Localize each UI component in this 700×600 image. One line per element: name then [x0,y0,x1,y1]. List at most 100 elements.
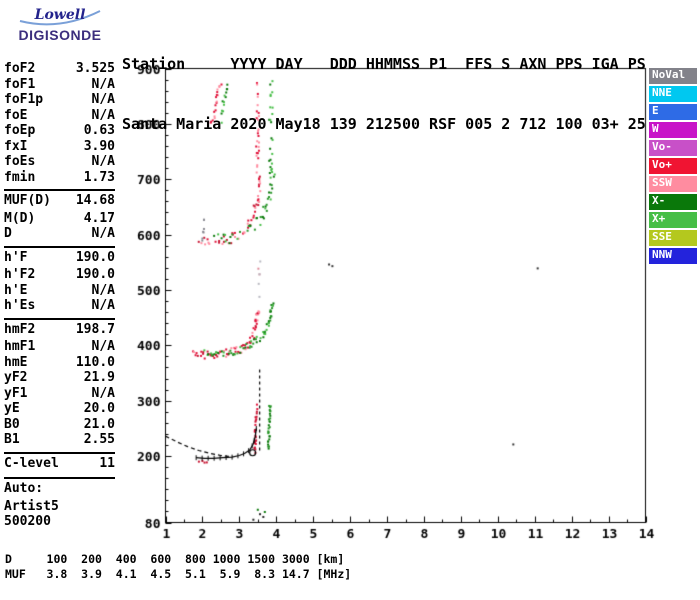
parameter-label: yE [4,401,20,416]
legend-item-label: SSE [652,229,672,243]
parameter-label: hmE [4,354,28,370]
parameter-value: 14.68 [75,193,115,208]
parameter-row: 500200 [4,514,115,530]
dmuf-row: D 100 200 400 600 800 1000 1500 3000 [km… [5,552,345,566]
parameter-label: yF2 [4,370,28,385]
parameter-value: 3.525 [75,61,115,76]
parameter-value: 190.0 [75,267,115,282]
parameter-label: Artist5 [4,498,59,514]
parameter-value: N/A [91,339,115,354]
legend-item: SSW [649,175,697,193]
header-station-info: Station YYYY DAY DDD HHMMSS P1 FFS S AXN… [122,14,646,174]
parameter-value: 2.55 [83,432,115,447]
dmuf-row: MUF 3.8 3.9 4.1 4.5 5.1 5.9 8.3 14.7 [MH… [5,567,352,581]
lowell-logo: Lowell DIGISONDE [8,5,112,51]
parameter-value: 198.7 [75,321,115,337]
parameter-row: foEp 0.63 [4,123,115,139]
footer-text: SMK29_2020139212500.RSF / 520fx51Ch 25 k… [29,598,691,600]
legend-item: NNW [649,247,697,265]
parameter-value: N/A [91,107,115,123]
parameter-value: N/A [91,92,115,107]
direction-legend: NoVal NNE E W Vo- Vo+ SSW [649,68,697,266]
parameter-label: foEs [4,154,36,169]
parameter-value: 21.9 [83,370,115,385]
header-line-2: Santa Maria 2020 May18 139 212500 RSF 00… [122,115,646,133]
parameter-row: Auto: [4,477,115,499]
parameter-row: hmE 110.0 [4,355,115,371]
parameter-label: h'E [4,282,28,298]
legend-item: Vo- [649,139,697,157]
legend-item: NoVal [649,68,697,85]
parameter-row: foE N/A [4,108,115,124]
parameter-value: N/A [91,385,115,401]
parameter-label: foEp [4,123,36,138]
parameter-row: yF1 N/A [4,386,115,402]
parameter-label: C-level [4,455,59,471]
parameter-label: B0 [4,416,20,432]
parameter-row: Artist5 [4,499,115,515]
parameter-label: 500200 [4,514,51,529]
footer-info: SMK29_2020139212500.RSF / 520fx51Ch 25 k… [2,585,691,600]
logo-digisonde-text: DIGISONDE [18,27,102,43]
parameter-label: B1 [4,432,20,447]
parameter-row: B0 21.0 [4,417,115,433]
parameter-label: M(D) [4,210,36,226]
parameter-label: fxI [4,138,28,154]
parameter-panel: foF2 3.525 foF1 N/A foF1p N/A foE N/A fo… [4,61,115,530]
parameter-value: N/A [91,282,115,298]
parameter-row: foEs N/A [4,154,115,170]
legend-item-label: W [652,121,659,135]
parameter-value: 3.90 [83,138,115,154]
parameter-label: MUF(D) [4,193,51,208]
legend-item-label: NNE [652,85,672,99]
parameter-value: N/A [91,154,115,169]
parameter-label: foF1p [4,92,44,107]
parameter-row: foF2 3.525 [4,61,115,77]
legend-item: W [649,121,697,139]
parameter-row: hmF1 N/A [4,339,115,355]
parameter-value: 110.0 [75,354,115,370]
parameter-row: hmF2 198.7 [4,317,115,340]
legend-item-label: SSW [652,175,672,189]
parameter-label: foE [4,107,28,123]
parameter-label: fmin [4,169,36,185]
parameter-row: M(D) 4.17 [4,211,115,227]
parameter-value: 4.17 [83,210,115,226]
legend-item: E [649,103,697,121]
legend-item-label: X+ [652,211,666,225]
parameter-row: h'E N/A [4,283,115,299]
legend-item: NNE [649,85,697,103]
parameter-label: foF2 [4,61,36,76]
parameter-row: B1 2.55 [4,432,115,448]
parameter-row: yE 20.0 [4,401,115,417]
parameter-label: h'F [4,249,28,265]
parameter-row: yF2 21.9 [4,370,115,386]
parameter-row: fxI 3.90 [4,139,115,155]
parameter-value: 21.0 [83,416,115,432]
parameter-value: 11 [99,455,115,471]
parameter-label: Auto: [4,481,44,496]
parameter-label: yF1 [4,385,28,401]
parameter-row: C-level 11 [4,451,115,474]
legend-item-label: X- [652,193,666,207]
parameter-label: hmF2 [4,321,36,337]
logo-lowell-text: Lowell [34,7,86,23]
parameter-row: foF1p N/A [4,92,115,108]
parameter-value: 1.73 [83,169,115,185]
parameter-value: N/A [91,226,115,241]
parameter-value: N/A [91,76,115,92]
legend-item-label: Vo- [652,139,672,153]
parameter-row: h'F2 190.0 [4,267,115,283]
parameter-label: foF1 [4,76,36,92]
parameter-label: hmF1 [4,339,36,354]
parameter-value: 20.0 [83,401,115,416]
parameter-row: h'F 190.0 [4,245,115,268]
parameter-row: MUF(D) 14.68 [4,189,115,211]
parameter-value: 190.0 [75,249,115,265]
parameter-value: N/A [91,298,115,313]
parameter-row: foF1 N/A [4,77,115,93]
legend-item: X+ [649,211,697,229]
legend-item-label: Vo+ [652,157,672,171]
